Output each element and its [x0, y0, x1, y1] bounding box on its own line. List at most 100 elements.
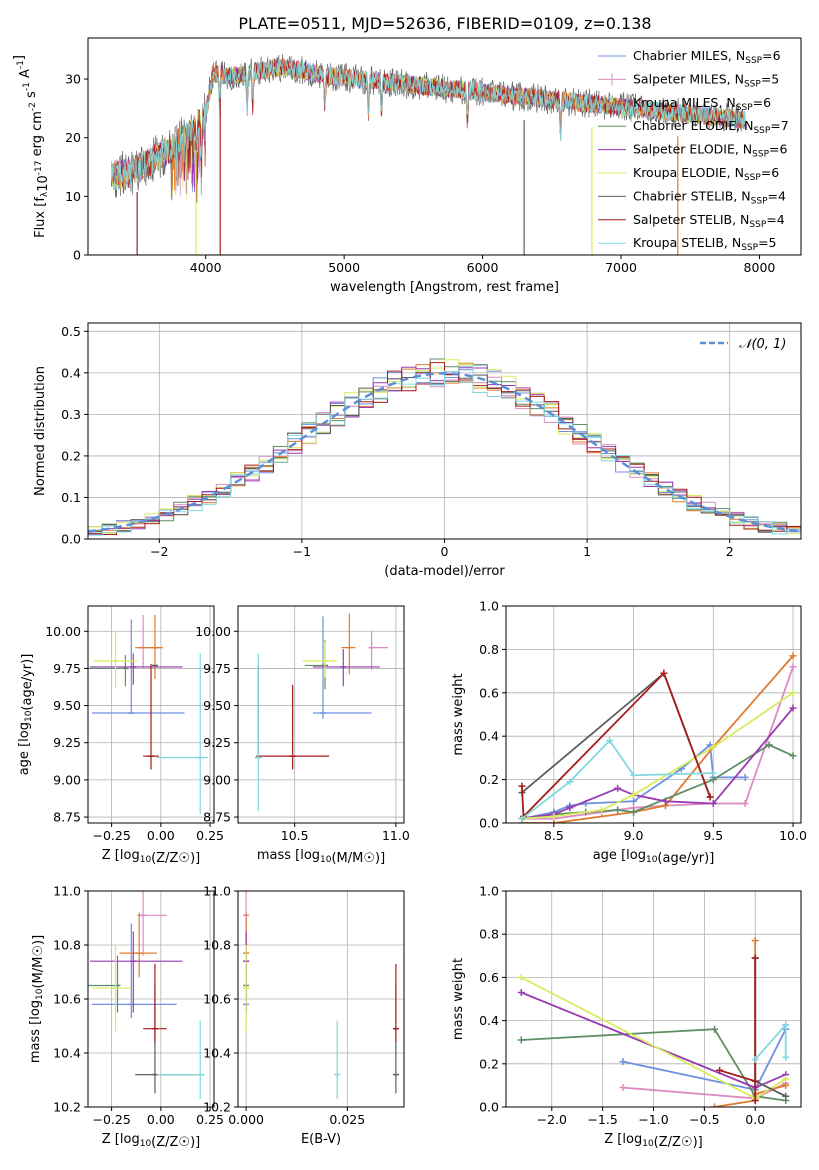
legend-label: Chabrier MILES, NSSP=6	[633, 48, 781, 66]
weight-line	[521, 655, 794, 823]
y-tick-label: 10.8	[203, 938, 231, 953]
y-tick-label: 10.00	[195, 624, 231, 639]
y-axis-label: mass weight	[451, 673, 466, 755]
normal-curve	[88, 372, 801, 533]
x-tick-label: 6000	[467, 260, 499, 275]
x-tick-label: 0.25	[196, 1112, 224, 1127]
weight-point	[660, 669, 668, 677]
weight-line	[754, 1022, 787, 1061]
y-tick-label: 0.0	[479, 816, 499, 831]
weight-point	[550, 819, 558, 823]
legend-label: Salpeter ELODIE, NSSP=6	[633, 142, 788, 160]
plot-area	[518, 652, 797, 823]
x-tick-label: 4000	[190, 260, 222, 275]
y-tick-label: 9.50	[53, 698, 81, 713]
legend: 𝒩(0, 1)	[700, 337, 786, 352]
weight-point	[518, 815, 526, 823]
y-tick-label: 0.4	[479, 1013, 499, 1028]
y-tick-label: 0.6	[479, 685, 499, 700]
weight-point	[751, 1077, 759, 1085]
weight-point	[566, 804, 574, 812]
weight-point	[751, 937, 759, 945]
legend-label: 𝒩(0, 1)	[739, 337, 786, 352]
mass-weight-vs-age-panel: 8.5 9.0 9.5 10.0 0.0 0.2 0.4 0.6 0.8 1.0 age [log1…	[451, 599, 807, 867]
weight-point	[614, 784, 622, 792]
axes-frame	[87, 37, 802, 256]
weight-line	[521, 692, 794, 820]
plot-area	[88, 358, 801, 539]
y-tick-label: 8.75	[53, 810, 81, 825]
y-axis-label: Flux [fλ10-17 erg cm-2 s-1 A-1]	[12, 55, 51, 238]
y-tick-label: 0.6	[479, 970, 499, 985]
residual-histogram-panel: −2 −1 0 1 2 0.0 0.1 0.2 0.3 0.4 0.5 (data-model)/er…	[33, 322, 802, 579]
legend-label: Kroupa MILES, NSSP=6	[633, 95, 771, 113]
y-tick-label: 0.2	[479, 1056, 499, 1071]
y-tick-label: 10.2	[53, 1100, 81, 1115]
axes-frame	[505, 605, 802, 824]
plot-area	[517, 937, 790, 1107]
mass-weight-vs-Z-panel: −2.0 −1.5 −1.0 −0.5 0.0 0.0 0.2 0.4 0.6 0.8 1.0 Z […	[451, 884, 802, 1150]
weight-point	[751, 1097, 759, 1105]
x-tick-label: 0.0	[745, 1112, 765, 1127]
weight-point	[789, 704, 797, 712]
y-tick-label: 9.50	[203, 698, 231, 713]
weight-point	[709, 769, 717, 777]
legend-label: Chabrier STELIB, NSSP=4	[633, 188, 786, 206]
weight-point	[789, 689, 797, 697]
weight-point	[598, 806, 606, 814]
y-tick-label: 0.2	[479, 772, 499, 787]
axes-frame	[237, 605, 405, 824]
weight-point	[751, 1055, 759, 1063]
y-axis-label: Normed distribution	[33, 366, 48, 496]
weight-point	[619, 1084, 627, 1092]
weight-line	[521, 671, 711, 798]
y-tick-label: 0.5	[61, 324, 81, 339]
x-axis-label: Z [log10(Z/Z☉)]	[102, 848, 200, 866]
x-tick-label: 0.00	[147, 1112, 175, 1127]
x-axis-label: mass [log10(M/M☉)]	[257, 848, 385, 866]
weight-point	[782, 1092, 790, 1100]
spectrum-line	[111, 57, 746, 203]
x-tick-label: 0.025	[329, 1112, 365, 1127]
weight-point	[716, 1066, 724, 1074]
weight-point	[614, 806, 622, 814]
y-tick-label: 10.2	[203, 1100, 231, 1115]
plot-area	[243, 891, 399, 1099]
weight-point	[782, 1021, 790, 1029]
x-tick-label: 8000	[744, 260, 776, 275]
histogram-step	[88, 362, 801, 539]
y-tick-label: 0.8	[479, 927, 499, 942]
weight-point	[709, 799, 717, 807]
x-axis-label: Z [log10(Z/Z☉)]	[604, 1132, 702, 1150]
weight-line	[521, 743, 794, 820]
plot-area	[88, 891, 205, 1099]
y-tick-label: 10.4	[203, 1046, 231, 1061]
weight-point	[566, 778, 574, 786]
age-vs-mass-panel: 10.5 11.0 8.75 9.00 9.25 9.50 9.75 10.00 mass [l…	[195, 605, 410, 866]
y-tick-label: 10.6	[53, 992, 81, 1007]
weight-point	[709, 743, 717, 751]
x-tick-label: 0.000	[228, 1112, 264, 1127]
x-tick-label: −1.5	[587, 1112, 617, 1127]
y-axis-label: mass weight	[451, 958, 466, 1040]
spectrum-panel: 4000 5000 6000 7000 8000 0 10 20 30 wavelength [A…	[12, 37, 802, 295]
legend-label: Salpeter MILES, NSSP=5	[633, 71, 779, 89]
y-tick-label: 10.00	[45, 624, 81, 639]
x-tick-label: 1	[583, 544, 591, 559]
weight-line	[521, 666, 794, 820]
weight-point	[782, 1081, 790, 1089]
y-tick-label: 11.0	[203, 884, 231, 899]
histogram-step	[88, 365, 801, 539]
plot-area	[88, 614, 209, 815]
weight-point	[765, 741, 773, 749]
x-tick-label: 8.5	[544, 828, 564, 843]
y-tick-label: 1.0	[479, 884, 499, 899]
weight-line	[754, 958, 787, 1098]
x-tick-label: 0.00	[147, 828, 175, 843]
weight-point	[711, 1103, 719, 1107]
y-tick-label: 9.00	[203, 772, 231, 787]
x-axis-label: Z [log10(Z/Z☉)]	[102, 1132, 200, 1150]
y-tick-label: 0.3	[61, 407, 81, 422]
y-tick-label: 1.0	[479, 599, 499, 614]
